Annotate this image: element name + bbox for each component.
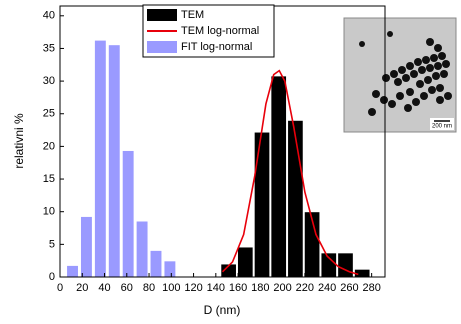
y-tick-label: 5 bbox=[49, 238, 55, 250]
x-tick-label: 160 bbox=[229, 282, 247, 294]
bar bbox=[136, 221, 148, 277]
legend-label: FIT log-normal bbox=[181, 41, 252, 53]
x-tick-label: 280 bbox=[362, 282, 380, 294]
bar bbox=[80, 216, 92, 277]
x-tick-label: 100 bbox=[162, 282, 180, 294]
legend-label: TEM bbox=[181, 9, 204, 21]
y-tick-label: 30 bbox=[43, 75, 55, 87]
bar bbox=[236, 246, 254, 278]
inset-image: 200 nm bbox=[343, 17, 457, 133]
x-tick-label: 80 bbox=[143, 282, 155, 294]
x-axis-label: D (nm) bbox=[204, 303, 241, 317]
x-tick-label: 180 bbox=[251, 282, 269, 294]
bar bbox=[122, 150, 134, 277]
bar bbox=[108, 45, 120, 277]
particles bbox=[359, 31, 452, 116]
bar bbox=[150, 250, 162, 277]
y-tick-label: 20 bbox=[43, 140, 55, 152]
x-tick-label: 60 bbox=[121, 282, 133, 294]
fit-curve bbox=[221, 69, 359, 276]
bar bbox=[337, 252, 354, 278]
bar bbox=[94, 40, 106, 278]
y-tick-label: 0 bbox=[49, 271, 55, 283]
y-tick-label: 10 bbox=[43, 206, 55, 218]
legend-swatch bbox=[147, 9, 177, 21]
y-tick-label: 40 bbox=[43, 10, 55, 22]
x-tick-label: 260 bbox=[340, 282, 358, 294]
x-tick-label: 40 bbox=[98, 282, 110, 294]
y-tick-label: 25 bbox=[43, 108, 55, 120]
x-tick-label: 240 bbox=[318, 282, 336, 294]
x-tick-label: 0 bbox=[57, 282, 63, 294]
x-tick-label: 120 bbox=[184, 282, 202, 294]
bar bbox=[353, 268, 371, 278]
bar bbox=[67, 265, 78, 277]
y-tick-label: 15 bbox=[43, 173, 55, 185]
bar bbox=[253, 131, 271, 278]
bar bbox=[270, 75, 288, 278]
x-tick-label: 200 bbox=[273, 282, 291, 294]
x-tick-label: 220 bbox=[296, 282, 314, 294]
y-tick-label: 35 bbox=[43, 42, 55, 54]
scale-label: 200 nm bbox=[432, 124, 452, 130]
legend-label: TEM log-normal bbox=[181, 25, 259, 37]
bar bbox=[287, 119, 304, 278]
bar bbox=[320, 252, 338, 278]
x-tick-label: 140 bbox=[207, 282, 225, 294]
x-tick-label: 20 bbox=[76, 282, 88, 294]
legend-swatch bbox=[147, 41, 177, 53]
y-axis-label: relativni % bbox=[12, 113, 26, 169]
bar bbox=[164, 261, 176, 277]
